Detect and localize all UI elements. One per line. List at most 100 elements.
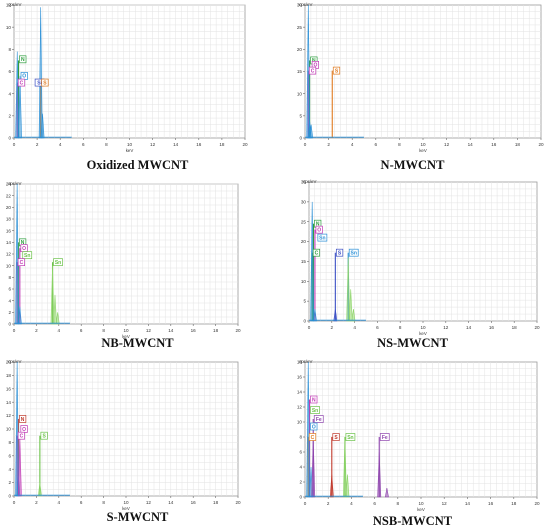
- x-tick-label: 14: [168, 328, 174, 333]
- x-tick-label: 0: [13, 500, 16, 505]
- x-tick-label: 0: [13, 142, 16, 147]
- element-label: Sn: [55, 260, 61, 266]
- element-label-box: [313, 415, 324, 423]
- x-tick-label: 4: [58, 500, 61, 505]
- y-tick-label: 14: [6, 240, 12, 245]
- x-tick-label: 18: [213, 500, 219, 505]
- y-tick-label: 8: [8, 275, 11, 280]
- y-tick-label: 4: [8, 298, 11, 303]
- y-tick-label: 20: [6, 360, 12, 365]
- chart-caption: NS-MWCNT: [377, 336, 448, 350]
- element-label-box: [348, 248, 359, 257]
- x-tick-label: 8: [398, 142, 401, 147]
- y-tick-label: 12: [6, 413, 12, 418]
- element-label: S: [335, 68, 339, 74]
- spectrum-peak: [342, 436, 347, 498]
- element-label-box: [40, 431, 48, 440]
- element-label: C: [20, 260, 24, 266]
- element-label: Sn: [319, 235, 325, 241]
- x-tick-label: 10: [418, 501, 424, 506]
- panel-ns-mwcnt: 0 2 4 6 8 10 12 14 16 18 20 0 5 10 15 20 25 30 35 keV cps/eV…: [275, 176, 550, 356]
- spectrum-peak: [312, 309, 317, 322]
- spectrum-peak: [309, 124, 314, 139]
- y-tick-label: 14: [297, 390, 303, 395]
- y-tick-label: 0: [8, 494, 11, 499]
- x-tick-label: 6: [80, 328, 83, 333]
- element-label: C: [315, 250, 319, 256]
- element-label: N: [21, 240, 25, 246]
- y-tick-label: 10: [301, 279, 307, 284]
- x-tick-label: 14: [168, 500, 174, 505]
- y-tick-label: 15: [297, 69, 303, 74]
- element-label-box: [345, 433, 356, 441]
- y-tick-label: 6: [8, 453, 11, 458]
- element-label-box: [310, 422, 318, 431]
- x-tick-label: 20: [538, 142, 544, 147]
- x-tick-label: 20: [235, 328, 241, 333]
- spectrum-peak: [384, 487, 389, 498]
- element-label: O: [22, 74, 26, 80]
- grid-lines: [305, 5, 541, 138]
- y-tick-label: 8: [8, 47, 11, 52]
- x-tick-label: 18: [511, 501, 517, 506]
- y-unit-label: cps/eV: [8, 181, 21, 186]
- element-label: Fe: [316, 417, 322, 423]
- y-tick-label: 5: [299, 113, 302, 118]
- x-tick-label: 8: [105, 142, 108, 147]
- y-tick-label: 30: [297, 3, 303, 8]
- element-label: Sn: [351, 250, 357, 256]
- x-tick-label: 6: [82, 142, 85, 147]
- grid-lines: [14, 362, 238, 496]
- x-tick-label: 2: [327, 142, 330, 147]
- element-label: N: [316, 222, 320, 228]
- y-tick-label: 5: [303, 299, 306, 304]
- eds-spectrum-chart: 0 2 4 6 8 10 12 14 16 18 20 0 5 10 15 20 25 30 35 keV cps/eV…: [301, 179, 540, 336]
- x-axis-label: keV: [122, 506, 130, 511]
- y-tick-label: 2: [8, 113, 11, 118]
- x-tick-label: 16: [191, 500, 197, 505]
- element-label-box: [19, 55, 27, 64]
- x-tick-label: 10: [420, 325, 426, 330]
- y-unit-label: cps/eV: [8, 359, 21, 364]
- x-tick-label: 16: [191, 328, 197, 333]
- x-tick-label: 8: [397, 501, 400, 506]
- x-tick-label: 14: [468, 142, 474, 147]
- x-tick-label: 2: [36, 142, 39, 147]
- spectrum-peak: [348, 289, 353, 322]
- chart-caption: NB-MWCNT: [101, 336, 174, 350]
- element-label: Sn: [347, 435, 353, 441]
- element-label: S: [42, 434, 46, 440]
- element-label-box: [317, 233, 328, 242]
- y-tick-label: 6: [8, 287, 11, 292]
- element-label: O: [312, 424, 316, 430]
- x-axis-label: keV: [122, 334, 130, 339]
- y-tick-label: 4: [8, 91, 11, 96]
- x-tick-label: 0: [304, 142, 307, 147]
- x-tick-label: 4: [350, 501, 353, 506]
- y-tick-label: 16: [6, 386, 12, 391]
- x-tick-label: 14: [466, 325, 472, 330]
- x-tick-label: 12: [442, 501, 448, 506]
- eds-spectrum-chart: 0 2 4 6 8 10 12 14 16 18 20 0 2 4 6 8 10 12 14 16 18 keV cps/e…: [297, 359, 540, 512]
- element-label: C: [311, 435, 315, 441]
- y-tick-label: 18: [6, 217, 12, 222]
- spectrum-peak: [351, 309, 356, 322]
- element-label: S: [334, 435, 338, 441]
- element-label: Sn: [24, 253, 30, 259]
- x-tick-label: 20: [242, 142, 248, 147]
- y-tick-label: 22: [6, 193, 12, 198]
- x-tick-label: 18: [219, 142, 225, 147]
- element-label: N: [312, 397, 316, 403]
- chart-caption: N-MWCNT: [380, 158, 445, 172]
- y-tick-label: 2: [8, 310, 11, 315]
- element-label: C: [20, 434, 24, 440]
- element-label: Fe: [382, 435, 388, 441]
- panel-nsb-mwcnt: 0 2 4 6 8 10 12 14 16 18 20 0 2 4 6 8 10 12 14 16 18 keV cps/e…: [275, 352, 550, 530]
- x-tick-label: 6: [373, 501, 376, 506]
- element-label-box: [17, 431, 25, 440]
- element-label-box: [19, 415, 27, 423]
- y-tick-label: 10: [297, 420, 303, 425]
- grid-lines: [14, 183, 238, 324]
- y-tick-label: 18: [6, 373, 12, 378]
- element-label: C: [20, 80, 24, 86]
